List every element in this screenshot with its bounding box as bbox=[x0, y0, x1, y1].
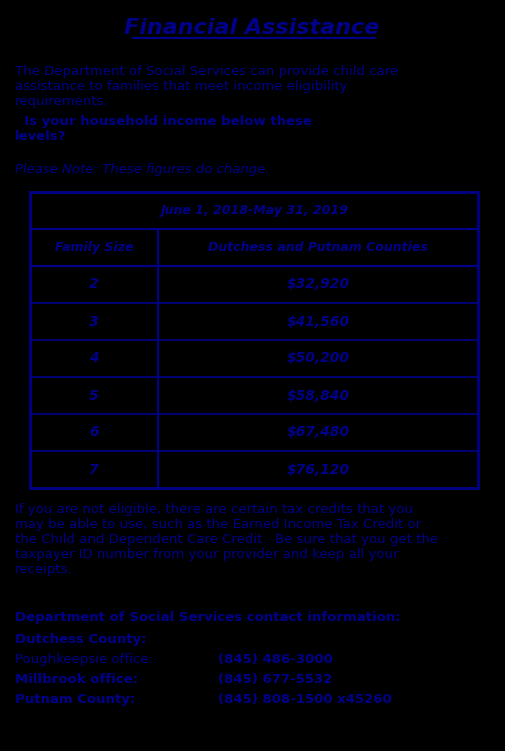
Text: 5: 5 bbox=[89, 388, 98, 403]
Text: $58,840: $58,840 bbox=[286, 388, 349, 403]
Text: Dutchess County:: Dutchess County: bbox=[15, 633, 146, 646]
Text: Putnam County:: Putnam County: bbox=[15, 693, 135, 706]
Text: Department of Social Services contact information:: Department of Social Services contact in… bbox=[15, 611, 400, 624]
Text: $50,200: $50,200 bbox=[286, 351, 349, 366]
Text: If you are not eligible, there are certain tax credits that you
may be able to u: If you are not eligible, there are certa… bbox=[15, 503, 438, 576]
Text: Financial Assistance: Financial Assistance bbox=[124, 18, 380, 38]
Text: 6: 6 bbox=[89, 426, 98, 439]
Text: (845) 486-3000: (845) 486-3000 bbox=[218, 653, 333, 666]
Text: $41,560: $41,560 bbox=[286, 315, 349, 328]
Text: 2: 2 bbox=[89, 278, 98, 291]
FancyBboxPatch shape bbox=[30, 192, 478, 488]
Text: $76,120: $76,120 bbox=[286, 463, 349, 476]
Text: Is your household income below these
levels?: Is your household income below these lev… bbox=[15, 115, 312, 143]
Text: $67,480: $67,480 bbox=[286, 426, 349, 439]
Text: (845) 677-5532: (845) 677-5532 bbox=[218, 673, 332, 686]
Text: The Department of Social Services can provide child care
assistance to families : The Department of Social Services can pr… bbox=[15, 65, 398, 108]
Text: 7: 7 bbox=[89, 463, 98, 476]
Text: Millbrook office:: Millbrook office: bbox=[15, 673, 138, 686]
Text: 3: 3 bbox=[89, 315, 98, 328]
Text: Family Size: Family Size bbox=[55, 241, 133, 254]
Text: (845) 808-1500 x45260: (845) 808-1500 x45260 bbox=[218, 693, 392, 706]
Text: 4: 4 bbox=[89, 351, 98, 366]
Text: Please Note: These figures do change.: Please Note: These figures do change. bbox=[15, 163, 270, 176]
Text: Dutchess and Putnam Counties: Dutchess and Putnam Counties bbox=[208, 241, 428, 254]
Text: June 1, 2018-May 31, 2019: June 1, 2018-May 31, 2019 bbox=[160, 204, 348, 217]
Text: Poughkeepsie office:: Poughkeepsie office: bbox=[15, 653, 153, 666]
Text: $32,920: $32,920 bbox=[286, 278, 349, 291]
